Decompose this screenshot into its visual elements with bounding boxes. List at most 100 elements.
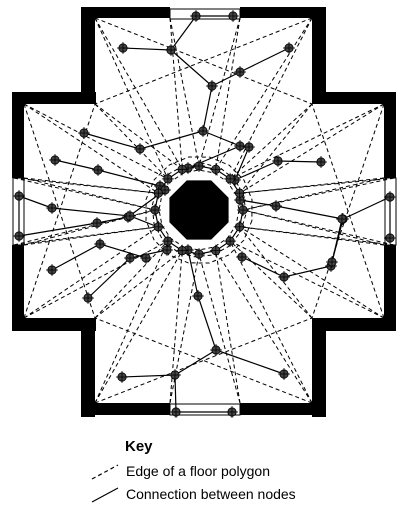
graph-node: [117, 42, 129, 54]
node-connection: [211, 47, 290, 87]
polygon-edge: [94, 17, 183, 170]
graph-node: [193, 160, 205, 172]
polygon-edge: [169, 17, 183, 170]
legend-label-polygon-edge: Edge of a floor polygon: [126, 463, 270, 479]
polygon-edge: [311, 103, 385, 319]
graph-node: [13, 230, 25, 242]
polygon-edge: [94, 103, 169, 180]
polygon-edge: [94, 17, 313, 105]
polygon-edge: [239, 226, 395, 246]
graph-node: [209, 163, 222, 176]
graph-node: [152, 187, 165, 200]
polygon-edge: [239, 103, 385, 194]
graph-node: [233, 187, 246, 200]
graph-node: [46, 202, 58, 214]
polygon-edge: [94, 17, 313, 105]
node-connection: [122, 15, 233, 51]
polygon-edge: [23, 226, 159, 319]
graph-node: [91, 217, 103, 229]
wall-segment: [12, 92, 96, 104]
polygon-edge: [239, 226, 385, 246]
polygon-edge: [169, 253, 200, 404]
graph-node: [161, 172, 174, 185]
graph-node: [140, 252, 152, 264]
doorway: [169, 403, 241, 416]
polygon-edge: [13, 177, 159, 194]
floor-plan-diagram: [12, 7, 397, 418]
wall-segment: [312, 7, 326, 104]
doorway: [12, 177, 25, 246]
polygon-edge: [239, 226, 313, 319]
polygon-edge: [94, 250, 183, 404]
graph-node: [278, 271, 290, 283]
polygon-edge: [169, 17, 200, 167]
solid-line-swatch: [91, 487, 119, 503]
wall-segment: [81, 7, 95, 104]
polygon-edge: [23, 103, 159, 194]
pillar-shape: [169, 180, 229, 240]
node-connection: [54, 159, 161, 187]
wall-segment: [384, 245, 396, 331]
graph-node: [315, 156, 327, 168]
graph-node: [384, 232, 396, 244]
wall-segment: [312, 318, 326, 417]
graph-node: [116, 371, 128, 383]
graph-node: [336, 213, 348, 225]
wall-segment: [81, 318, 95, 417]
node-connection: [215, 349, 285, 375]
graph-node: [197, 125, 209, 137]
graph-node: [192, 290, 204, 302]
legend-item-node-connection: Connection between nodes: [88, 485, 388, 505]
graph-node: [94, 238, 106, 250]
wall-segment: [12, 92, 24, 178]
graph-node: [193, 248, 205, 260]
polygon-edge: [94, 317, 313, 404]
graph-node: [78, 127, 90, 139]
polygon-edge: [23, 209, 156, 246]
graph-node: [161, 244, 173, 256]
graph-node: [46, 264, 58, 276]
graph-node: [270, 200, 282, 212]
wall-segment: [384, 92, 396, 178]
graph-node: [234, 140, 246, 152]
graph-node: [237, 204, 249, 216]
graph-node: [176, 244, 189, 257]
polygon-edge: [215, 250, 313, 404]
node-connection: [174, 374, 232, 413]
polygon-edge: [198, 253, 241, 404]
polygon-edge: [229, 103, 385, 180]
wall-segment: [312, 92, 396, 104]
polygon-edge: [239, 177, 385, 194]
wall-segment: [312, 318, 396, 331]
polygon-edge: [13, 177, 156, 211]
polygon-edge: [239, 103, 313, 194]
graph-node: [13, 190, 25, 202]
wall-segment: [12, 245, 24, 331]
wall-segment: [81, 403, 170, 415]
graph-node: [227, 10, 239, 22]
graph-node: [234, 66, 246, 78]
dashed-line-swatch: [91, 464, 119, 480]
graph-node: [149, 204, 161, 216]
node-connection: [331, 218, 343, 263]
graph-node: [49, 154, 61, 166]
polygon-edge: [23, 103, 169, 180]
polygon-edge: [229, 17, 313, 180]
graph-node: [326, 256, 338, 268]
doorway: [169, 8, 241, 20]
graph-node: [152, 220, 165, 233]
central-pillar: [169, 180, 229, 240]
graph-node: [170, 406, 182, 418]
polygon-edge: [242, 209, 385, 246]
graph-node: [165, 44, 177, 56]
polygon-edge: [215, 17, 241, 170]
polygon-edge: [94, 250, 183, 319]
graph-node: [236, 251, 248, 263]
polygon-edge: [229, 240, 385, 319]
polygon-edge: [215, 250, 241, 404]
legend-title: Key: [125, 438, 153, 455]
polygon-edge: [94, 17, 169, 180]
graph-node: [124, 252, 136, 264]
polygon-edge: [239, 226, 385, 319]
node-connection: [121, 295, 217, 378]
